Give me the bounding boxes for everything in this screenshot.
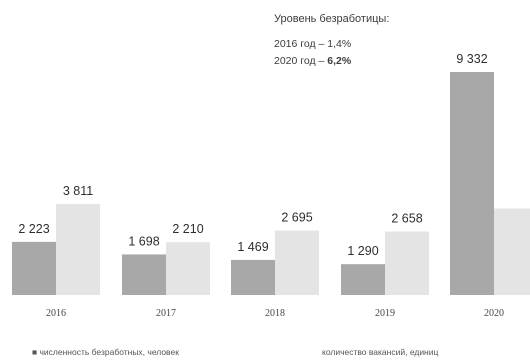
unemployment-rate-note: Уровень безработицы: 2016 год – 1,4% 202… <box>274 13 389 67</box>
bar-vacancies-2020 <box>494 208 530 295</box>
bar-vacancies-2018 <box>275 230 319 295</box>
value-label-vacancies-2018: 2 695 <box>281 211 312 225</box>
legend-item-unemployed: ■ численность безработных, человек <box>32 347 179 357</box>
value-label-unemployed-2017: 1 698 <box>128 234 159 248</box>
value-label-vacancies-2016: 3 811 <box>63 184 93 198</box>
note-line-2016: 2016 год – 1,4% <box>274 38 351 50</box>
bar-vacancies-2016 <box>56 203 100 295</box>
bar-unemployed-2019 <box>341 264 385 295</box>
year-label-2016: 2016 <box>46 308 66 319</box>
legend: ■ численность безработных, человек колич… <box>32 347 439 357</box>
note-title: Уровень безработицы: <box>274 13 389 25</box>
bar-vacancies-2017 <box>166 242 210 295</box>
bar-vacancies-2019 <box>385 231 429 295</box>
year-labels-group: 2016 2017 2018 2019 2020 <box>46 308 504 319</box>
value-label-unemployed-2018: 1 469 <box>237 240 268 254</box>
note-line-2020: 2020 год – 6,2% <box>274 55 352 67</box>
bars-group <box>12 72 530 295</box>
year-label-2020: 2020 <box>484 308 504 319</box>
bar-unemployed-2016 <box>12 241 56 295</box>
year-label-2017: 2017 <box>156 308 176 319</box>
value-label-unemployed-2020: 9 332 <box>456 52 487 66</box>
value-label-unemployed-2016: 2 223 <box>18 222 49 236</box>
value-label-unemployed-2019: 1 290 <box>347 244 378 258</box>
legend-item-vacancies: количество вакансий, единиц <box>322 347 439 357</box>
bar-unemployed-2017 <box>122 254 166 295</box>
value-label-vacancies-2019: 2 658 <box>391 211 422 225</box>
value-label-vacancies-2017: 2 210 <box>172 222 203 236</box>
bar-unemployed-2020 <box>450 72 494 295</box>
year-label-2019: 2019 <box>375 308 395 319</box>
bar-unemployed-2018 <box>231 259 275 295</box>
year-label-2018: 2018 <box>265 308 285 319</box>
value-labels-group: 2 223 3 811 1 698 2 210 1 469 2 695 1 290 2 658… <box>18 52 487 258</box>
legend-marker-unemployed: ■ <box>32 347 40 357</box>
